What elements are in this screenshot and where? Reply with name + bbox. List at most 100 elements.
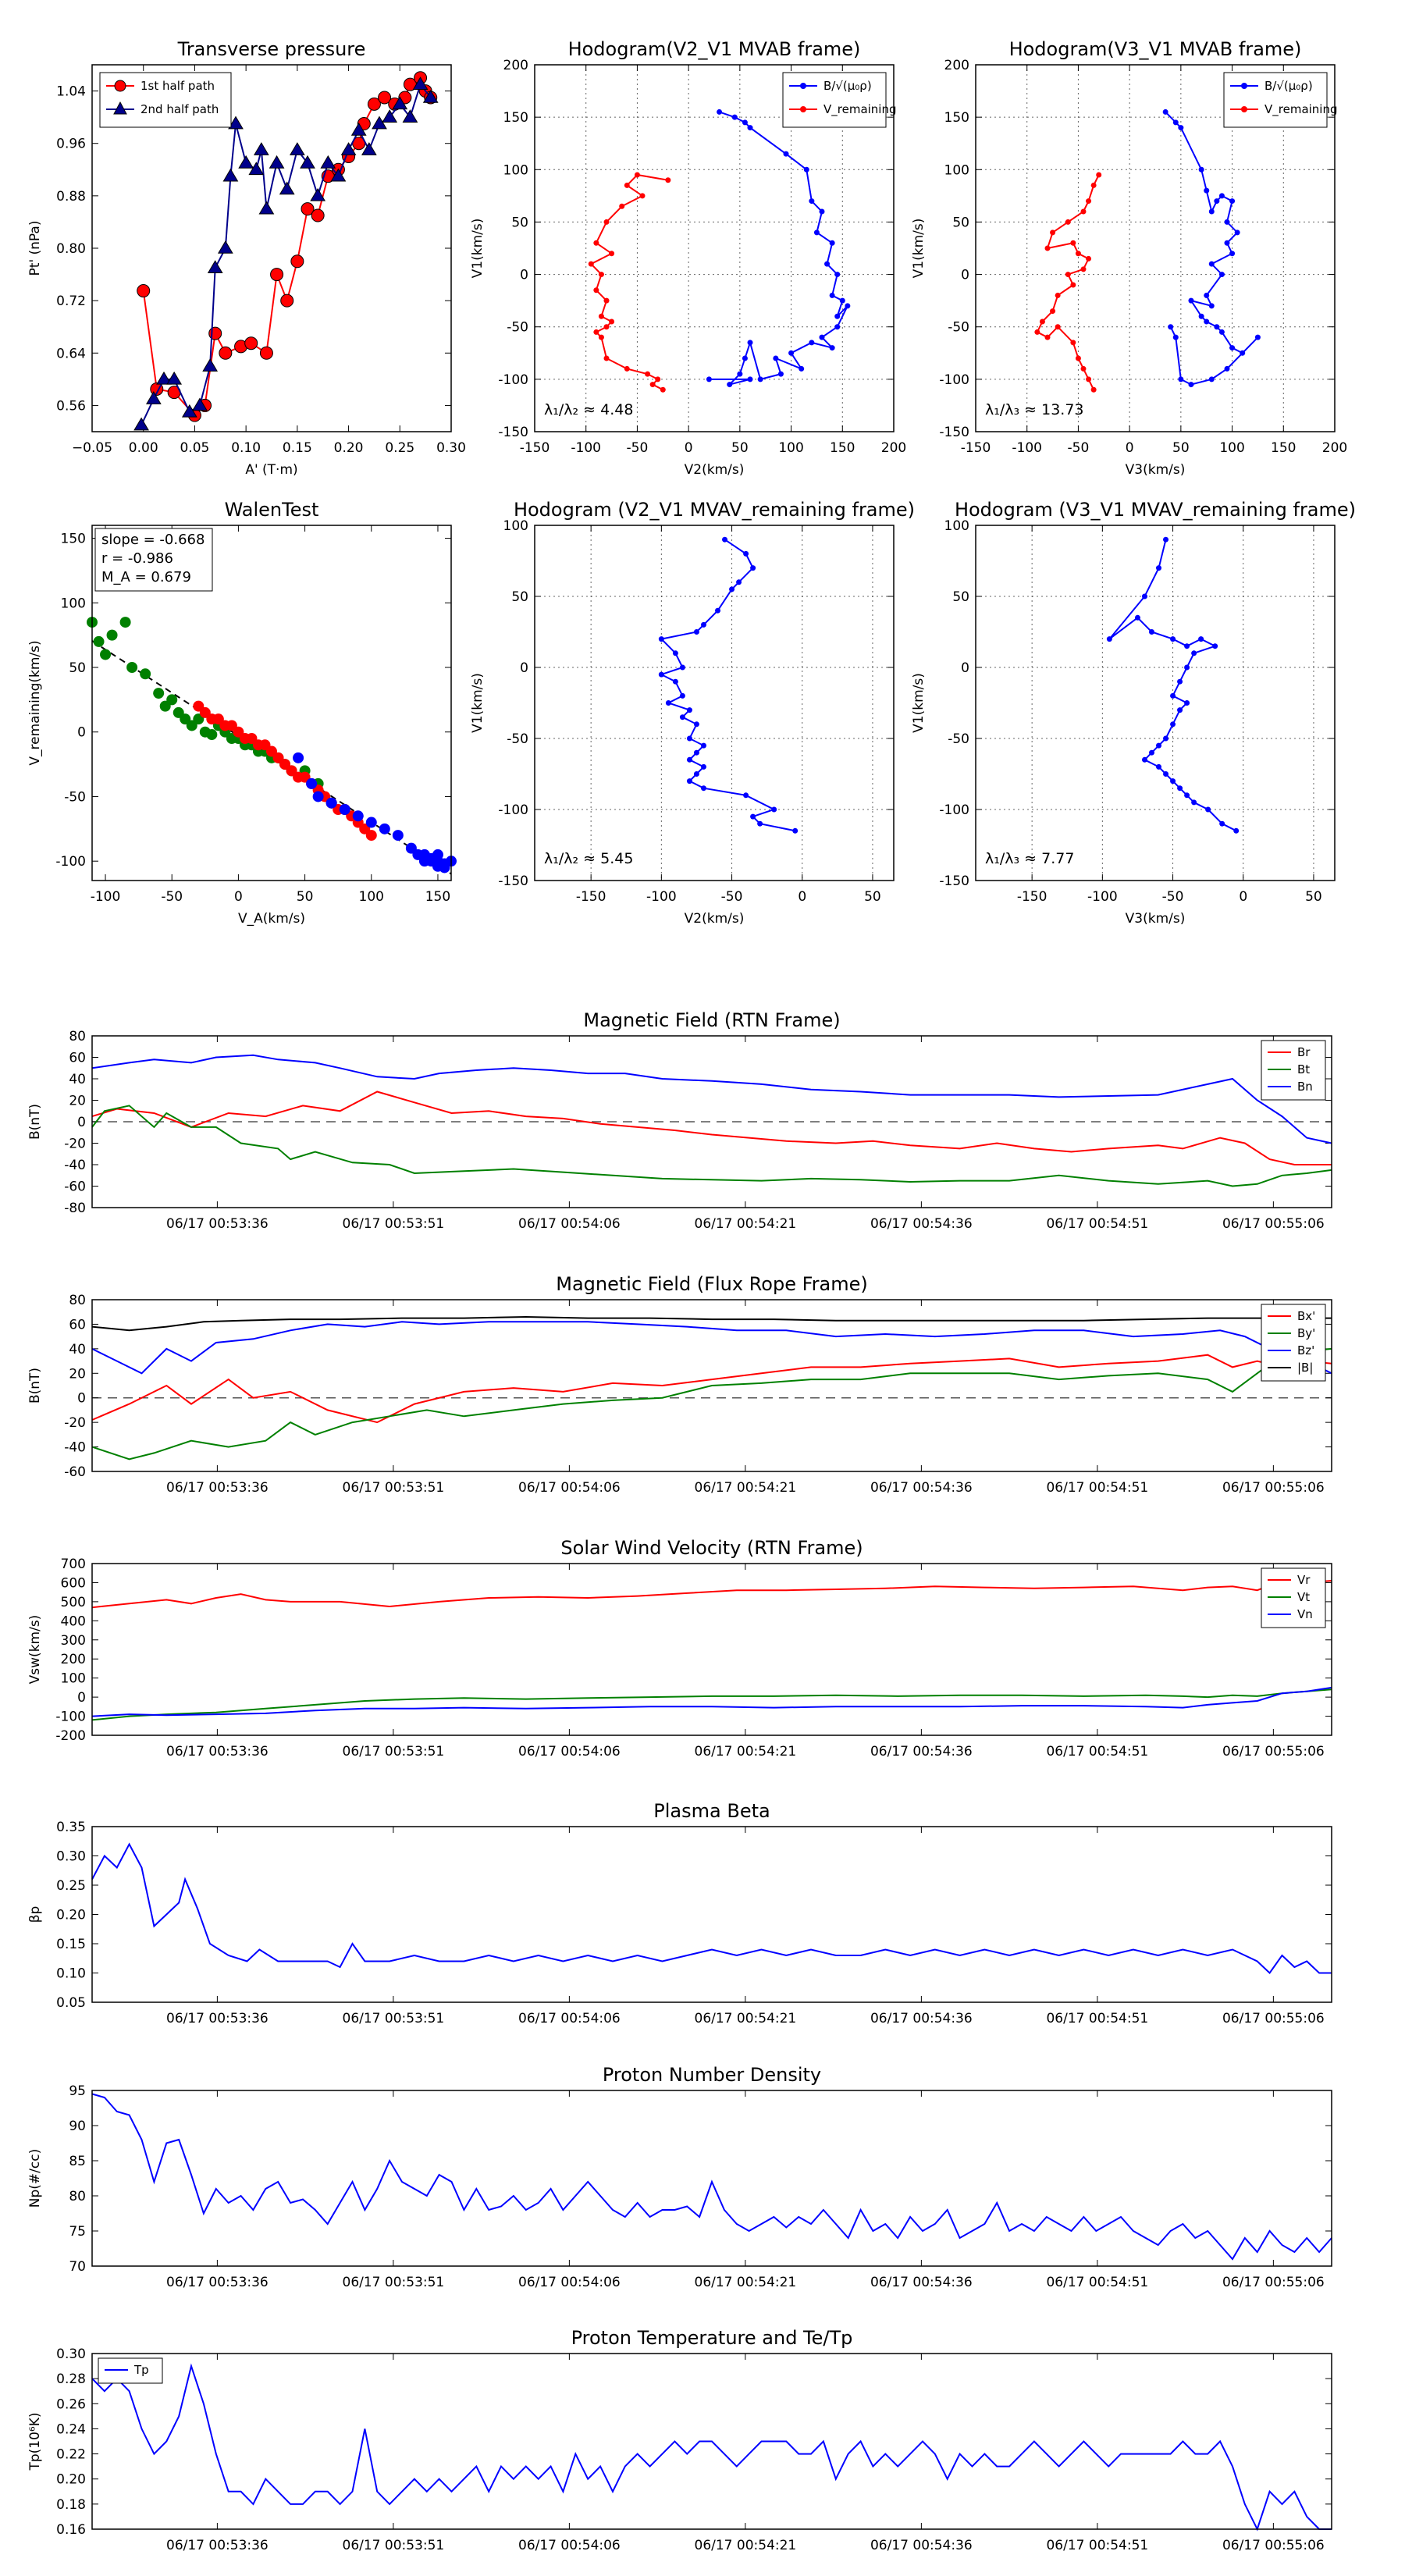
data-point [834, 272, 841, 278]
data-point [293, 752, 304, 763]
y-tick-label: 200 [61, 1652, 86, 1667]
data-point [700, 742, 706, 749]
data-point [1086, 198, 1092, 205]
y-tick-label: 50 [952, 589, 969, 605]
data-point [1198, 166, 1204, 173]
data-point [603, 297, 610, 304]
data-point [258, 201, 275, 215]
data-point [217, 240, 233, 254]
data-point [747, 340, 753, 346]
eigenvalue-ratio: λ₁/λ₂ ≈ 5.45 [544, 850, 633, 867]
data-point [655, 376, 661, 382]
plasma-beta-chart: 0.05 0.10 0.15 0.20 0.25 0.30 0.35 06/17 00:53:… [27, 1800, 1332, 2026]
data-point [259, 346, 273, 360]
y-tick-label: 600 [61, 1575, 86, 1591]
hodogram-v2v1-mvav-chart: -150 -100 -50 0 50 -150 -100 -50 0 50 100Hodogram … [470, 499, 915, 927]
stats-frame [94, 528, 213, 592]
data-point [1233, 827, 1240, 834]
data-point [645, 371, 651, 377]
data-point [378, 91, 392, 105]
y-tick-label: -100 [498, 802, 528, 818]
legend-label: 2nd half path [140, 102, 219, 116]
data-point [1229, 198, 1236, 205]
x-axis-label: V3(km/s) [1126, 911, 1186, 927]
y-tick-label: 40 [69, 1072, 86, 1087]
x-tick-label: -100 [91, 889, 121, 905]
legend: Tp [98, 2357, 163, 2384]
time-tick-label: 06/17 00:54:36 [870, 1480, 973, 1496]
time-tick-label: 06/17 00:55:06 [1222, 2275, 1325, 2290]
data-point [743, 550, 749, 557]
x-tick-label: 0 [798, 889, 806, 905]
y-tick-label: -20 [64, 1415, 86, 1431]
x-tick-label: -50 [627, 440, 649, 456]
x-tick-label: -50 [1162, 889, 1184, 905]
data-point [609, 318, 615, 325]
data-point [1224, 240, 1230, 246]
plot-frame [91, 2090, 1332, 2267]
data-point [93, 635, 105, 647]
plot-frame [91, 1299, 1332, 1472]
data-point [824, 261, 831, 267]
data-point [1070, 282, 1076, 288]
data-point [222, 168, 239, 182]
data-point [1184, 643, 1190, 649]
y-tick-label: -80 [64, 1201, 86, 1216]
data-point [1156, 565, 1162, 571]
data-point [248, 162, 265, 176]
time-tick-label: 06/17 00:53:51 [343, 1744, 445, 1759]
data-point [1178, 125, 1184, 131]
data-point [1070, 340, 1076, 346]
series-line-0 [709, 111, 848, 386]
legend: B/√(μ₀ρ) V_remaining [782, 72, 897, 128]
y-tick-label: 50 [511, 589, 528, 605]
plot-frame [534, 64, 895, 432]
data-point [700, 763, 706, 770]
eigenvalue-ratio: λ₁/λ₂ ≈ 4.48 [544, 401, 633, 418]
y-axis-label: B(nT) [27, 1104, 43, 1140]
data-point [156, 371, 172, 385]
y-tick-label: -40 [64, 1440, 86, 1456]
y-tick-label: 0 [77, 1391, 86, 1407]
y-tick-label: -150 [498, 425, 528, 440]
data-point [1141, 593, 1147, 600]
data-point [1134, 614, 1140, 621]
data-point [352, 810, 364, 822]
x-tick-label: 100 [359, 889, 384, 905]
data-point [1055, 324, 1061, 330]
legend-label: B/√(μ₀ρ) [1264, 79, 1313, 93]
y-tick-label: 0.24 [56, 2421, 86, 2437]
data-point [1034, 329, 1040, 335]
y-axis-label: V1(km/s) [911, 673, 927, 733]
data-point [270, 268, 284, 282]
data-point [679, 664, 685, 671]
time-tick-label: 06/17 00:53:36 [166, 1744, 269, 1759]
data-point [1191, 650, 1197, 656]
y-tick-label: 80 [69, 1293, 86, 1308]
time-tick-label: 06/17 00:53:36 [166, 1480, 269, 1496]
data-point [839, 297, 845, 304]
data-point [693, 771, 699, 777]
data-point [1208, 208, 1215, 215]
data-point [593, 329, 599, 335]
data-point [1096, 172, 1102, 178]
x-axis-label: A' (T·m) [245, 462, 297, 478]
x-tick-label: 0 [234, 889, 243, 905]
x-tick-label: -150 [576, 889, 606, 905]
data-point [742, 355, 748, 361]
data-point [1170, 721, 1176, 728]
data-point [834, 324, 841, 330]
y-tick-label: 0.25 [56, 1878, 86, 1894]
data-point [1198, 636, 1204, 642]
data-point [300, 155, 315, 169]
x-tick-label: -150 [961, 440, 991, 456]
legend: B/√(μ₀ρ) V_remaining [1223, 72, 1338, 128]
y-axis-label: V1(km/s) [470, 219, 486, 279]
data-point [799, 365, 805, 372]
data-point [819, 208, 825, 215]
data-point [672, 650, 678, 656]
data-point [1075, 251, 1081, 257]
y-tick-label: 100 [503, 518, 528, 534]
y-tick-label: 0.05 [56, 1995, 86, 2011]
y-tick-label: -150 [939, 873, 969, 889]
